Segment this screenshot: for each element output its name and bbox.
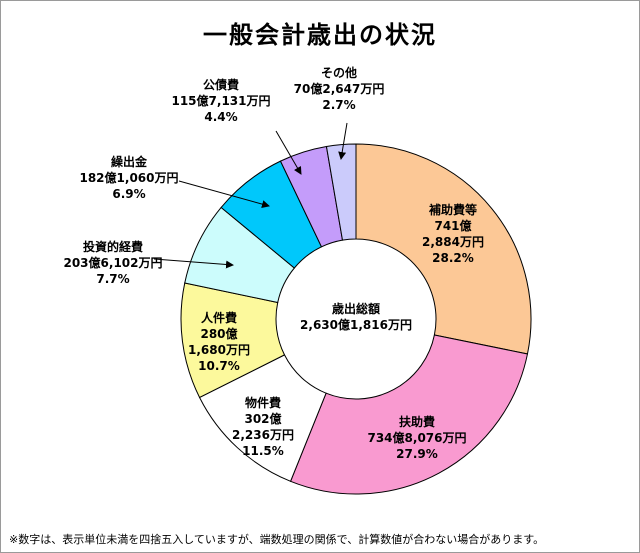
- slice-label-3-line-3: 10.7%: [198, 359, 240, 373]
- slice-label-3-line-2: 1,680万円: [188, 343, 250, 357]
- slice-label-1-line-1: 734億8,076万円: [367, 430, 466, 445]
- slice-label-2-line-0: 物件費: [245, 395, 281, 410]
- slice-label-7-line-0: その他: [321, 65, 357, 80]
- slice-label-3-line-0: 人件費: [201, 310, 237, 325]
- slice-label-2-line-2: 2,236万円: [232, 428, 294, 442]
- leader-arrow-5: [178, 180, 270, 208]
- slice-label-6-line-2: 4.4%: [204, 110, 237, 124]
- slice-label-4-line-0: 投資的経費: [83, 239, 143, 254]
- slice-label-4-line-2: 7.7%: [96, 272, 129, 286]
- slice-label-6-line-0: 公債費: [203, 77, 239, 92]
- slice-label-7-line-2: 2.7%: [322, 98, 355, 112]
- slice-label-1-line-2: 27.9%: [396, 447, 438, 461]
- leader-arrow-7: [338, 122, 348, 160]
- footnote: ※数字は、表示単位未満を四捨五入していますが、端数処理の関係で、計算数値が合わな…: [9, 533, 545, 546]
- slice-0: [355, 143, 532, 355]
- chart-title: 一般会計歳出の状況: [203, 21, 437, 49]
- leader-arrow-4: [153, 258, 234, 269]
- slice-1: [289, 334, 529, 495]
- slice-label-2-line-1: 302億: [244, 411, 281, 426]
- slice-label-7-line-1: 70億2,647万円: [294, 81, 385, 96]
- slice-label-1-line-0: 扶助費: [399, 414, 435, 429]
- slice-label-0-line-2: 2,884万円: [422, 235, 484, 249]
- slice-label-0-line-3: 28.2%: [432, 251, 474, 265]
- leader-arrow-6: [275, 130, 302, 175]
- center-label-line-0: 歳出総額: [332, 301, 380, 316]
- slice-7: [325, 143, 357, 241]
- slice-label-3-line-1: 280億: [200, 326, 237, 341]
- slice-label-5-line-2: 6.9%: [112, 187, 145, 201]
- slice-label-0-line-1: 741億: [434, 218, 471, 233]
- slice-label-0-line-0: 補助費等: [428, 202, 477, 217]
- center-label-line-1: 2,630億1,816万円: [300, 317, 412, 332]
- slice-label-4-line-1: 203億6,102万円: [63, 255, 162, 270]
- slice-label-6-line-1: 115億7,131万円: [171, 93, 270, 108]
- slice-label-2-line-3: 11.5%: [242, 444, 284, 458]
- slice-label-5-line-0: 繰出金: [111, 154, 148, 169]
- slice-label-5-line-1: 182億1,060万円: [79, 170, 178, 185]
